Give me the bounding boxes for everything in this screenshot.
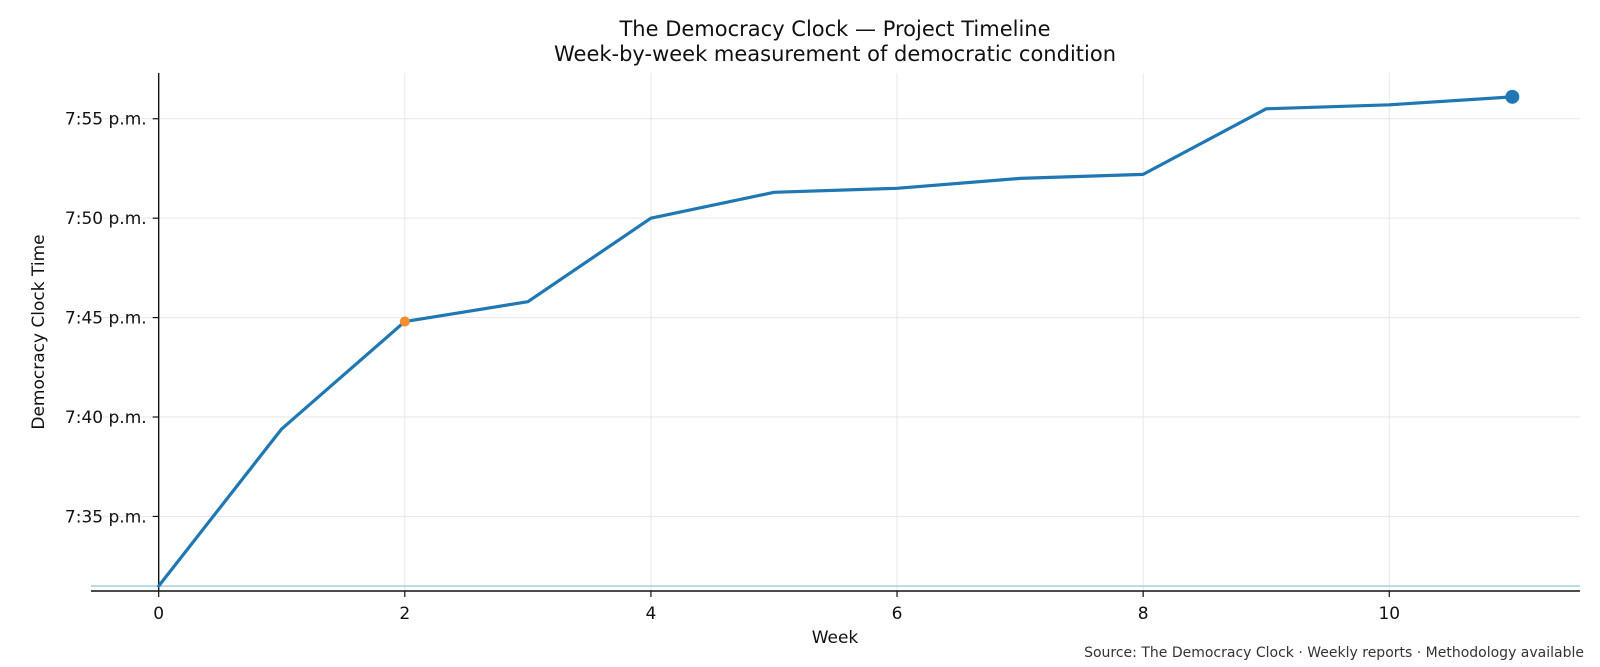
series-group [157,95,1514,588]
y-tick-label: 7:35 p.m. [65,507,147,527]
x-tick-label: 10 [1378,604,1400,624]
axes [91,73,1580,597]
chart-title: The Democracy Clock — Project Timeline [618,17,1050,41]
x-tick-label: 8 [1138,604,1149,624]
series-line [157,95,1514,588]
source-note: Source: The Democracy Clock · Weekly rep… [1084,645,1584,661]
x-tick-label: 0 [153,604,164,624]
x-axis-label: Week [812,628,859,648]
tick-labels: 0 2 4 6 8 10 7:35 p.m. 7:40 p.m. 7:45 p.m. 7:50 p… [65,110,1400,624]
y-tick-label: 7:45 p.m. [65,309,147,329]
grid [91,73,1580,591]
y-axis-label: Democracy Clock Time [29,234,49,429]
chart-subtitle: Week-by-week measurement of democratic c… [554,42,1116,66]
y-tick-label: 7:50 p.m. [65,209,147,229]
latest-point [1505,89,1520,104]
y-tick-label: 7:40 p.m. [65,408,147,428]
x-tick-label: 2 [399,604,410,624]
highlight-point [399,316,410,327]
x-tick-label: 6 [892,604,903,624]
y-tick-label: 7:55 p.m. [65,110,147,130]
x-tick-label: 4 [645,604,656,624]
highlight-points [399,89,1520,327]
